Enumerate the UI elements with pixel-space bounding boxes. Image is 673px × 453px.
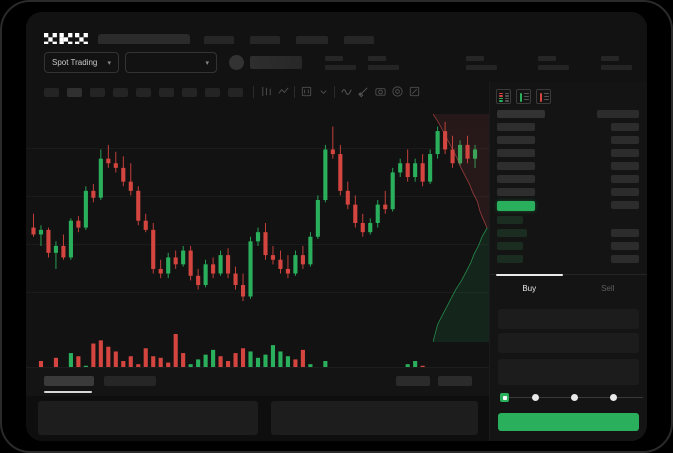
stat-5 <box>601 56 632 70</box>
orderbook-view-bids-icon[interactable] <box>516 89 531 104</box>
orderbook-panel: Buy Sell <box>489 82 647 441</box>
pair-avatar <box>229 55 244 70</box>
submit-order-button[interactable] <box>498 413 639 431</box>
nav-search[interactable] <box>98 34 190 45</box>
stepper-dot-2[interactable] <box>571 394 578 401</box>
chart-toolbar <box>26 82 490 105</box>
orderbook-ask-row[interactable] <box>490 162 647 170</box>
orderbook-rows[interactable] <box>490 110 647 283</box>
market-mode-select[interactable]: Spot Trading ▾ <box>44 52 119 73</box>
orders-tab-bar <box>26 367 490 396</box>
stepper-dot-0[interactable] <box>500 393 509 402</box>
active-tab-indicator <box>44 391 92 393</box>
stat-4 <box>538 56 569 70</box>
timeframe-8[interactable] <box>228 88 243 97</box>
panel-left[interactable] <box>38 401 258 435</box>
orderbook-bid-row[interactable] <box>490 255 647 263</box>
orderbook-bid-row[interactable] <box>490 229 647 237</box>
nav-item-4[interactable] <box>344 36 374 45</box>
orderbook-ask-row[interactable] <box>490 175 647 183</box>
stat-1 <box>325 56 356 70</box>
action-1[interactable] <box>396 376 430 386</box>
bar-chart-icon[interactable] <box>300 85 313 98</box>
orderbook-column-header <box>490 110 647 118</box>
tab-buy[interactable]: Buy <box>490 274 569 301</box>
orderbook-ask-row[interactable] <box>490 149 647 157</box>
total-field[interactable] <box>498 359 639 385</box>
chevron-down-icon: ▾ <box>107 59 111 67</box>
price-chart-panel[interactable] <box>26 104 490 388</box>
instrument-header-bar: Spot Trading ▾ ▾ <box>26 44 647 82</box>
price-field[interactable] <box>498 309 639 329</box>
settings-icon[interactable] <box>391 85 404 98</box>
timeframe-6[interactable] <box>182 88 197 97</box>
indicator-icon[interactable] <box>340 85 353 98</box>
amount-percent-stepper[interactable] <box>500 393 643 403</box>
orders-content-area <box>26 396 490 441</box>
camera-icon[interactable] <box>374 85 387 98</box>
action-2[interactable] <box>438 376 472 386</box>
orderbook-view-asks-icon[interactable] <box>536 89 551 104</box>
toolbar-divider-2 <box>294 86 295 98</box>
orderbook-bid-row[interactable] <box>490 216 647 224</box>
trading-pair-select[interactable]: ▾ <box>125 52 217 73</box>
trade-side-tabs: Buy Sell <box>490 274 647 301</box>
last-price-row <box>490 201 647 211</box>
timeframe-1[interactable] <box>67 88 82 97</box>
candlestick-chart-icon[interactable] <box>260 85 273 98</box>
orderbook-view-toggles <box>496 89 551 104</box>
orderbook-ask-row[interactable] <box>490 188 647 196</box>
timeframe-0[interactable] <box>44 88 59 97</box>
nav-item-2[interactable] <box>250 36 280 45</box>
timeframe-2[interactable] <box>90 88 105 97</box>
orderbook-bid-row[interactable] <box>490 242 647 250</box>
toolbar-divider <box>253 86 254 98</box>
nav-item-3[interactable] <box>296 36 328 45</box>
line-chart-icon[interactable] <box>277 85 290 98</box>
chevron-down-icon: ▾ <box>205 59 209 67</box>
tab-open-orders[interactable] <box>44 376 94 386</box>
candlestick-series <box>31 121 478 302</box>
fullscreen-icon[interactable] <box>408 85 421 98</box>
tab-sell[interactable]: Sell <box>601 283 615 293</box>
drawing-tools-icon[interactable] <box>357 85 370 98</box>
stepper-dot-1[interactable] <box>532 394 539 401</box>
timeframe-7[interactable] <box>205 88 220 97</box>
pair-name-placeholder <box>250 56 302 69</box>
orderbook-view-both-icon[interactable] <box>496 89 511 104</box>
chevron-down-icon[interactable] <box>317 85 330 98</box>
top-navigation-bar <box>26 12 647 46</box>
gridline <box>26 196 490 197</box>
nav-item-1[interactable] <box>204 36 234 45</box>
gridline <box>26 148 490 149</box>
timeframe-3[interactable] <box>113 88 128 97</box>
amount-field[interactable] <box>498 333 639 353</box>
timeframe-4[interactable] <box>136 88 151 97</box>
stepper-dot-3[interactable] <box>610 394 617 401</box>
app-screen: Spot Trading ▾ ▾ <box>26 12 647 441</box>
market-mode-label: Spot Trading <box>52 58 98 67</box>
orderbook-ask-row[interactable] <box>490 123 647 131</box>
timeframe-5[interactable] <box>159 88 174 97</box>
gridline <box>26 292 490 293</box>
tab-order-history[interactable] <box>104 376 156 386</box>
market-depth-overlay <box>433 114 490 342</box>
orderbook-ask-row[interactable] <box>490 136 647 144</box>
stat-2 <box>368 56 399 70</box>
toolbar-divider-3 <box>334 86 335 98</box>
stat-3 <box>466 56 497 70</box>
okx-logo[interactable] <box>44 33 88 46</box>
panel-right[interactable] <box>271 401 478 435</box>
